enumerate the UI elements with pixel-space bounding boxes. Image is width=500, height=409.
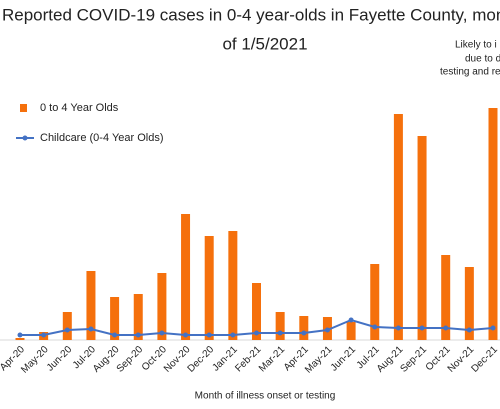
bar — [228, 231, 238, 340]
bar — [299, 316, 309, 340]
x-tick-label: May-21 — [303, 344, 335, 376]
point — [135, 332, 141, 338]
x-tick-label: May-20 — [19, 344, 51, 376]
annotation: due to d — [465, 54, 500, 65]
annotation: testing and re — [440, 67, 500, 78]
legend-label: Childcare (0-4 Year Olds) — [40, 132, 164, 144]
x-tick-label: Dec-20 — [186, 344, 217, 375]
x-tick-label: Sep-21 — [398, 344, 429, 375]
point — [466, 327, 472, 333]
point — [112, 332, 118, 338]
bar — [346, 322, 356, 340]
bar — [15, 338, 25, 340]
point — [159, 330, 165, 336]
bar — [110, 297, 120, 340]
bar — [86, 271, 96, 340]
point — [395, 325, 401, 331]
legend-swatch — [22, 135, 28, 141]
bar — [370, 264, 380, 340]
x-tick-label: Jun-20 — [45, 344, 75, 374]
point — [277, 330, 283, 336]
x-tick-label: Sep-20 — [115, 344, 146, 375]
bar — [488, 108, 498, 340]
point — [348, 317, 354, 323]
bar — [157, 273, 167, 340]
bar — [417, 136, 427, 340]
point — [88, 326, 94, 332]
legend-swatch — [20, 104, 27, 112]
point — [206, 332, 212, 338]
point — [324, 327, 330, 333]
bar — [441, 255, 451, 340]
bar — [204, 236, 214, 340]
bar — [62, 312, 72, 340]
point — [372, 324, 378, 330]
bar — [252, 283, 261, 340]
point — [490, 325, 496, 331]
point — [64, 327, 70, 333]
bar — [181, 214, 191, 340]
point — [254, 330, 259, 336]
legend-label: 0 to 4 Year Olds — [40, 102, 119, 114]
x-tick-label: Dec-21 — [469, 344, 500, 375]
bar — [464, 267, 474, 340]
point — [230, 332, 236, 338]
chart-title: of 1/5/2021 — [222, 34, 307, 53]
x-axis-title: Month of illness onset or testing — [195, 391, 336, 402]
point — [17, 332, 23, 338]
x-tick-label: Jun-21 — [329, 344, 359, 374]
bar — [133, 294, 143, 340]
point — [443, 325, 449, 331]
x-tick-label: Mar-21 — [257, 344, 287, 374]
point — [301, 330, 307, 336]
point — [419, 325, 425, 331]
annotation: Likely to i — [455, 40, 497, 51]
point — [183, 332, 189, 338]
bar — [393, 114, 403, 340]
chart-title: Reported COVID-19 cases in 0-4 year-olds… — [2, 5, 500, 24]
point — [41, 332, 47, 338]
bar — [275, 312, 285, 340]
